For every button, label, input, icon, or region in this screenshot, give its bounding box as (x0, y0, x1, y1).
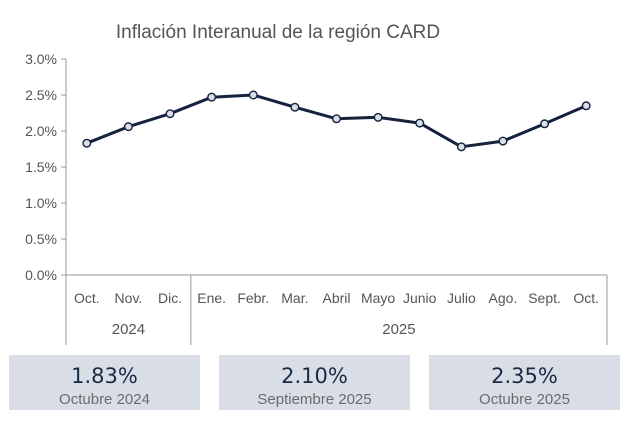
data-point (248, 90, 258, 100)
data-point (456, 142, 466, 152)
data-point (165, 109, 175, 119)
data-point (415, 118, 425, 128)
data-point (540, 119, 550, 129)
stat-label: Septiembre 2025 (257, 391, 372, 408)
year-label: 2025 (382, 321, 415, 338)
x-tick-label: Julio (447, 290, 476, 306)
data-point (123, 122, 133, 132)
stat-value: 2.35% (491, 364, 558, 388)
year-label: 2024 (112, 321, 145, 338)
data-point (332, 114, 342, 124)
y-tick-label: 2.0% (25, 123, 57, 139)
y-tick-label: 2.5% (25, 87, 57, 103)
x-tick-label: Junio (403, 290, 437, 306)
stat-value: 1.83% (71, 364, 138, 388)
y-tick-label: 0.0% (25, 267, 57, 283)
y-tick-label: 1.0% (25, 195, 57, 211)
x-tick-label: Mayo (361, 290, 395, 306)
x-tick-label: Dic. (158, 290, 182, 306)
x-tick-label: Nov. (115, 290, 143, 306)
data-point (373, 112, 383, 122)
x-tick-label: Sept. (528, 290, 561, 306)
stat-box-oct-2024: 1.83% Octubre 2024 (9, 355, 200, 410)
y-tick-label: 3.0% (25, 51, 57, 67)
x-tick-label: Ago. (489, 290, 518, 306)
stat-value: 2.10% (281, 364, 348, 388)
y-tick-label: 0.5% (25, 231, 57, 247)
x-tick-label: Oct. (74, 290, 100, 306)
x-tick-label: Oct. (573, 290, 599, 306)
x-tick-label: Mar. (281, 290, 308, 306)
data-point (82, 138, 92, 148)
y-tick-label: 1.5% (25, 159, 57, 175)
stat-box-sept-2025: 2.10% Septiembre 2025 (219, 355, 410, 410)
x-tick-label: Ene. (197, 290, 226, 306)
data-point (498, 136, 508, 146)
data-point (290, 102, 300, 112)
stat-label: Octubre 2025 (479, 391, 570, 408)
x-tick-label: Abril (322, 290, 350, 306)
chart-title: Inflación Interanual de la región CARD (116, 22, 440, 43)
inflation-line-chart: Inflación Interanual de la región CARD 3… (25, 22, 608, 345)
stat-box-oct-2025: 2.35% Octubre 2025 (429, 355, 620, 410)
data-point (207, 92, 217, 102)
x-tick-label: Febr. (237, 290, 269, 306)
stat-label: Octubre 2024 (59, 391, 150, 408)
data-point (581, 101, 591, 111)
